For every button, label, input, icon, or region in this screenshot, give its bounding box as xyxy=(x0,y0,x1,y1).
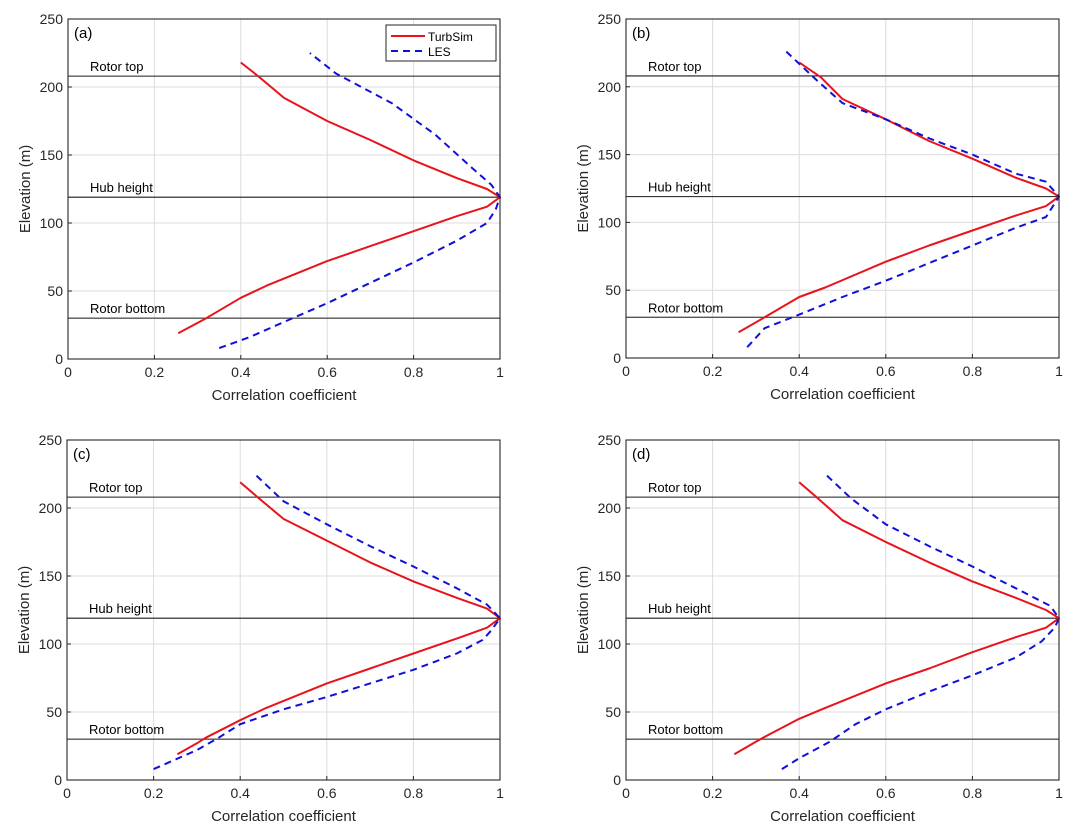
x-tick-label: 0.8 xyxy=(963,785,983,801)
reference-label: Rotor bottom xyxy=(89,722,164,737)
x-tick-label: 0.6 xyxy=(317,785,337,801)
series-line-turbsim xyxy=(177,61,501,335)
y-tick-label: 200 xyxy=(598,79,622,95)
series-line-les xyxy=(218,52,501,350)
y-tick-label: 200 xyxy=(39,500,63,516)
x-tick-label: 0.8 xyxy=(404,364,424,380)
y-tick-label: 100 xyxy=(598,214,622,230)
reference-label: Rotor bottom xyxy=(90,301,165,316)
x-tick-label: 0.8 xyxy=(963,363,983,379)
series-line-les xyxy=(746,50,1060,348)
subplot-b: Rotor top Hub height Rotor bottom 0 0.2 0.4 0.… xyxy=(575,11,1063,403)
reference-label: Rotor top xyxy=(89,480,142,495)
x-tick-label: 0.2 xyxy=(144,785,164,801)
y-tick-label: 150 xyxy=(598,568,622,584)
x-tick-label: 1 xyxy=(1055,363,1063,379)
x-tick-label: 0.6 xyxy=(876,363,896,379)
y-tick-label: 250 xyxy=(39,432,63,448)
reference-label: Hub height xyxy=(89,601,152,616)
x-tick-label: 1 xyxy=(496,785,504,801)
y-tick-label: 50 xyxy=(47,283,63,299)
y-tick-label: 0 xyxy=(613,772,621,788)
x-tick-label: 0.8 xyxy=(404,785,424,801)
x-tick-label: 0 xyxy=(622,785,630,801)
series-line-turbsim xyxy=(733,481,1060,756)
x-tick-label: 0.2 xyxy=(703,785,723,801)
x-tick-label: 0 xyxy=(622,363,630,379)
x-axis-label: Correlation coefficient xyxy=(211,808,357,825)
y-tick-label: 50 xyxy=(605,704,621,720)
x-tick-label: 1 xyxy=(496,364,504,380)
x-tick-label: 0.4 xyxy=(231,364,251,380)
y-axis-label: Elevation (m) xyxy=(17,145,34,233)
y-tick-label: 50 xyxy=(605,282,621,298)
y-tick-label: 0 xyxy=(55,351,63,367)
x-tick-label: 0.4 xyxy=(789,785,809,801)
x-tick-label: 0.6 xyxy=(876,785,896,801)
y-axis-label: Elevation (m) xyxy=(16,566,33,654)
legend-entry: LES xyxy=(428,45,451,59)
x-axis-label: Correlation coefficient xyxy=(770,386,916,403)
reference-label: Hub height xyxy=(648,601,711,616)
y-tick-label: 150 xyxy=(40,147,64,163)
reference-label: Hub height xyxy=(648,180,711,195)
y-tick-label: 250 xyxy=(598,11,622,27)
x-tick-label: 0.4 xyxy=(789,363,809,379)
x-tick-label: 0 xyxy=(63,785,71,801)
y-axis-label: Elevation (m) xyxy=(575,144,592,232)
x-tick-label: 0.4 xyxy=(230,785,250,801)
reference-label: Rotor bottom xyxy=(648,300,723,315)
y-tick-label: 100 xyxy=(598,636,622,652)
y-tick-label: 200 xyxy=(40,79,64,95)
reference-label: Rotor bottom xyxy=(648,722,723,737)
y-tick-label: 0 xyxy=(54,772,62,788)
panel-label: (c) xyxy=(73,446,91,463)
y-axis-label: Elevation (m) xyxy=(575,566,592,654)
x-tick-label: 1 xyxy=(1055,785,1063,801)
axes-frame xyxy=(625,18,1060,359)
series-line-les xyxy=(153,471,501,771)
axes-frame xyxy=(67,18,501,360)
y-tick-label: 0 xyxy=(613,350,621,366)
series-line-turbsim xyxy=(176,481,501,756)
legend-entry: TurbSim xyxy=(428,30,473,44)
reference-label: Rotor top xyxy=(648,59,701,74)
subplot-c: Rotor top Hub height Rotor bottom 0 0.2 0.4 0.… xyxy=(16,432,504,825)
x-tick-label: 0 xyxy=(64,364,72,380)
reference-label: Rotor top xyxy=(648,480,701,495)
panel-label: (b) xyxy=(632,25,650,42)
y-tick-label: 250 xyxy=(40,11,64,27)
y-tick-label: 150 xyxy=(39,568,63,584)
y-tick-label: 250 xyxy=(598,432,622,448)
x-tick-label: 0.6 xyxy=(317,364,337,380)
subplot-d: Rotor top Hub height Rotor bottom 0 0.2 0.4 0.… xyxy=(575,432,1063,825)
y-tick-label: 100 xyxy=(40,215,64,231)
x-axis-label: Correlation coefficient xyxy=(770,808,916,825)
panel-label: (a) xyxy=(74,25,92,42)
legend-box xyxy=(385,24,497,62)
x-axis-label: Correlation coefficient xyxy=(212,387,358,404)
x-tick-label: 0.2 xyxy=(145,364,165,380)
x-tick-label: 0.2 xyxy=(703,363,723,379)
axes-frame xyxy=(625,439,1060,781)
y-tick-label: 150 xyxy=(598,147,622,163)
panel-label: (d) xyxy=(632,446,650,463)
reference-label: Hub height xyxy=(90,180,153,195)
subplot-a: Rotor top Hub height Rotor bottom 0 0.2 0.4 0.… xyxy=(17,11,504,404)
y-tick-label: 100 xyxy=(39,636,63,652)
reference-label: Rotor top xyxy=(90,59,143,74)
y-tick-label: 200 xyxy=(598,500,622,516)
axes-frame xyxy=(66,439,501,781)
y-tick-label: 50 xyxy=(46,704,62,720)
